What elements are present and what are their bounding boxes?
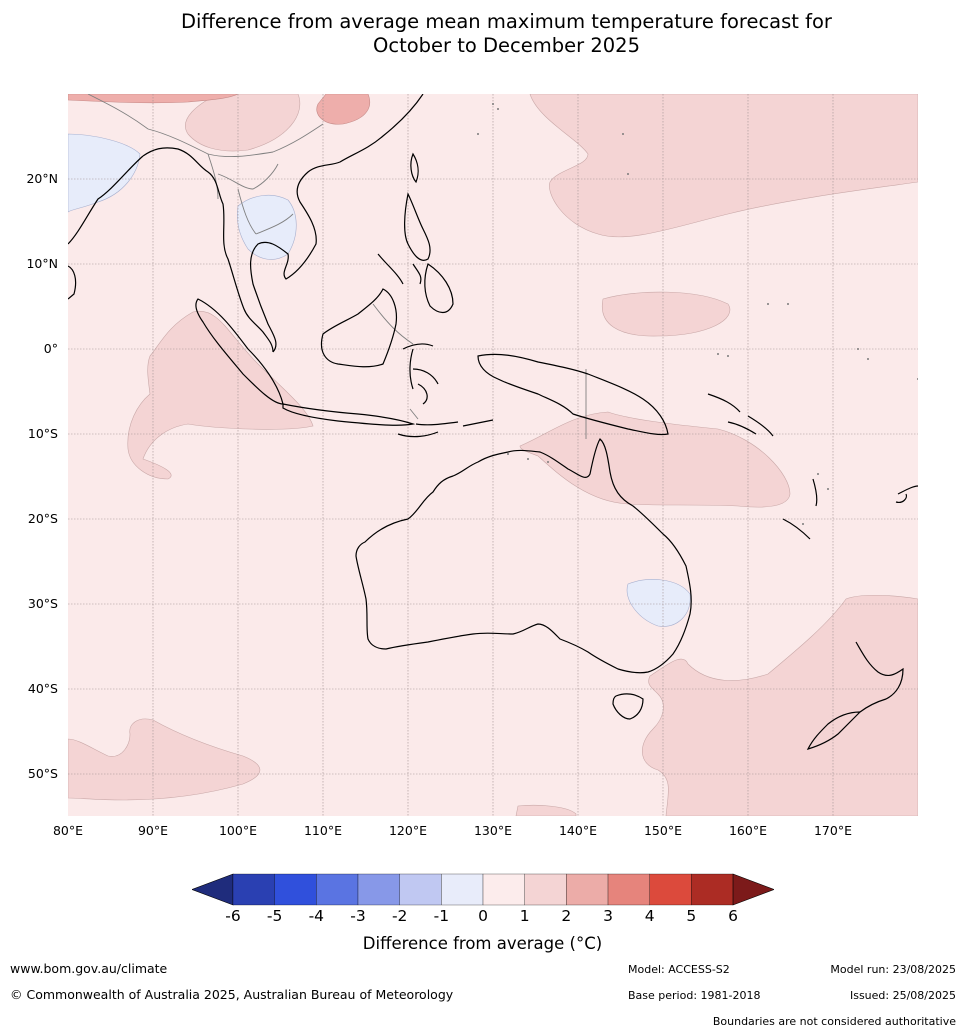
issued-text: Issued: 25/08/2025	[849, 989, 956, 1002]
map-canvas	[68, 94, 918, 816]
coastlines	[68, 94, 918, 750]
nz-north-island	[855, 641, 904, 713]
australia-mainland	[355, 438, 692, 674]
colorbar-segment	[566, 873, 609, 906]
nz-south-island	[806, 711, 862, 750]
small-islands	[477, 103, 918, 525]
java	[282, 403, 416, 426]
colorbar-tick-label: 4	[644, 907, 655, 925]
colorbar-tick-label: 6	[728, 907, 738, 925]
anomaly-1-2-regions	[68, 94, 918, 816]
website-link[interactable]: www.bom.gov.au/climate	[10, 961, 168, 976]
visayas	[377, 253, 422, 285]
colorbar-tick-label: 1	[519, 907, 530, 925]
colorbar-arrow-right	[732, 873, 774, 906]
taiwan	[410, 152, 419, 184]
country-borders	[87, 94, 587, 439]
colorbar-segment	[316, 873, 359, 906]
colorbar-segment	[274, 873, 317, 906]
lat-label-50s: 50°S	[27, 766, 58, 781]
colorbar-tick-label: -1	[433, 907, 450, 925]
tasmania	[612, 693, 644, 720]
lon-label-130e: 130°E	[473, 823, 512, 838]
colorbar-segment	[441, 873, 484, 906]
model-text: Model: ACCESS-S2	[628, 963, 730, 976]
colorbar-segment	[691, 873, 734, 906]
lesser-sunda	[397, 419, 494, 438]
colorbar-segment	[232, 873, 275, 906]
indochina-coast	[250, 94, 424, 353]
colorbar-tick-label: -6	[225, 907, 241, 925]
colorbar-tick-label: 2	[561, 907, 572, 925]
lon-label-170e: 170°E	[813, 823, 852, 838]
colorbar-tick-label: 5	[686, 907, 697, 925]
disclaimer-text: Boundaries are not considered authoritat…	[712, 1015, 956, 1028]
colorbar-segment	[524, 873, 567, 906]
map-title-line2: October to December 2025	[373, 34, 640, 57]
india-coast	[68, 155, 144, 245]
lat-label-0: 0°	[43, 341, 58, 356]
colorbar-tick-label: -5	[266, 907, 283, 925]
myanmar-malay-coast	[142, 147, 274, 353]
colorbar-label: Difference from average (°C)	[362, 934, 603, 953]
colorbar-segments	[192, 873, 774, 906]
lon-label-120e: 120°E	[388, 823, 427, 838]
lat-label-20s: 20°S	[27, 511, 58, 526]
lon-label-100e: 100°E	[218, 823, 257, 838]
sulawesi	[402, 343, 439, 405]
anomaly-neg1-0-regions	[68, 133, 691, 627]
colorbar-tick-label: -3	[350, 907, 366, 925]
colorbar-segment	[357, 873, 400, 906]
colorbar-segment	[399, 873, 442, 906]
map-title: Difference from average mean maximum tem…	[0, 10, 965, 58]
colorbar-tick-label: -2	[391, 907, 408, 925]
solomon-islands	[707, 393, 774, 437]
colorbar-arrow-left	[192, 873, 234, 906]
lon-label-80e: 80°E	[52, 823, 84, 838]
base-period-text: Base period: 1981-2018	[628, 989, 761, 1002]
lat-label-10n: 10°N	[26, 256, 58, 271]
map-title-line1: Difference from average mean maximum tem…	[181, 10, 832, 33]
luzon	[404, 192, 431, 261]
forecast-map	[68, 94, 918, 816]
colorbar-tick-label: 3	[603, 907, 613, 925]
lon-label-110e: 110°E	[303, 823, 342, 838]
lat-label-40s: 40°S	[27, 681, 58, 696]
gridlines	[68, 94, 918, 816]
model-run-text: Model run: 23/08/2025	[830, 963, 956, 976]
colorbar-tick-label: 0	[478, 907, 488, 925]
borneo	[320, 288, 398, 368]
lat-label-20n: 20°N	[26, 171, 58, 186]
colorbar	[192, 873, 774, 906]
new-guinea	[477, 353, 669, 436]
colorbar-tick-label: -4	[308, 907, 325, 925]
colorbar-segment	[482, 873, 525, 906]
lon-label-140e: 140°E	[558, 823, 597, 838]
colorbar-segment	[607, 873, 650, 906]
lon-label-150e: 150°E	[643, 823, 682, 838]
sumatra	[195, 298, 284, 405]
copyright-text: © Commonwealth of Australia 2025, Austra…	[10, 987, 454, 1002]
fiji	[895, 485, 918, 503]
india-south-coast	[68, 265, 77, 300]
colorbar-segment	[649, 873, 692, 906]
lat-label-30s: 30°S	[27, 596, 58, 611]
mindanao	[424, 263, 454, 314]
new-caledonia-vanuatu	[782, 478, 818, 540]
lon-label-90e: 90°E	[137, 823, 169, 838]
lat-label-10s: 10°S	[27, 426, 58, 441]
lon-label-160e: 160°E	[728, 823, 767, 838]
